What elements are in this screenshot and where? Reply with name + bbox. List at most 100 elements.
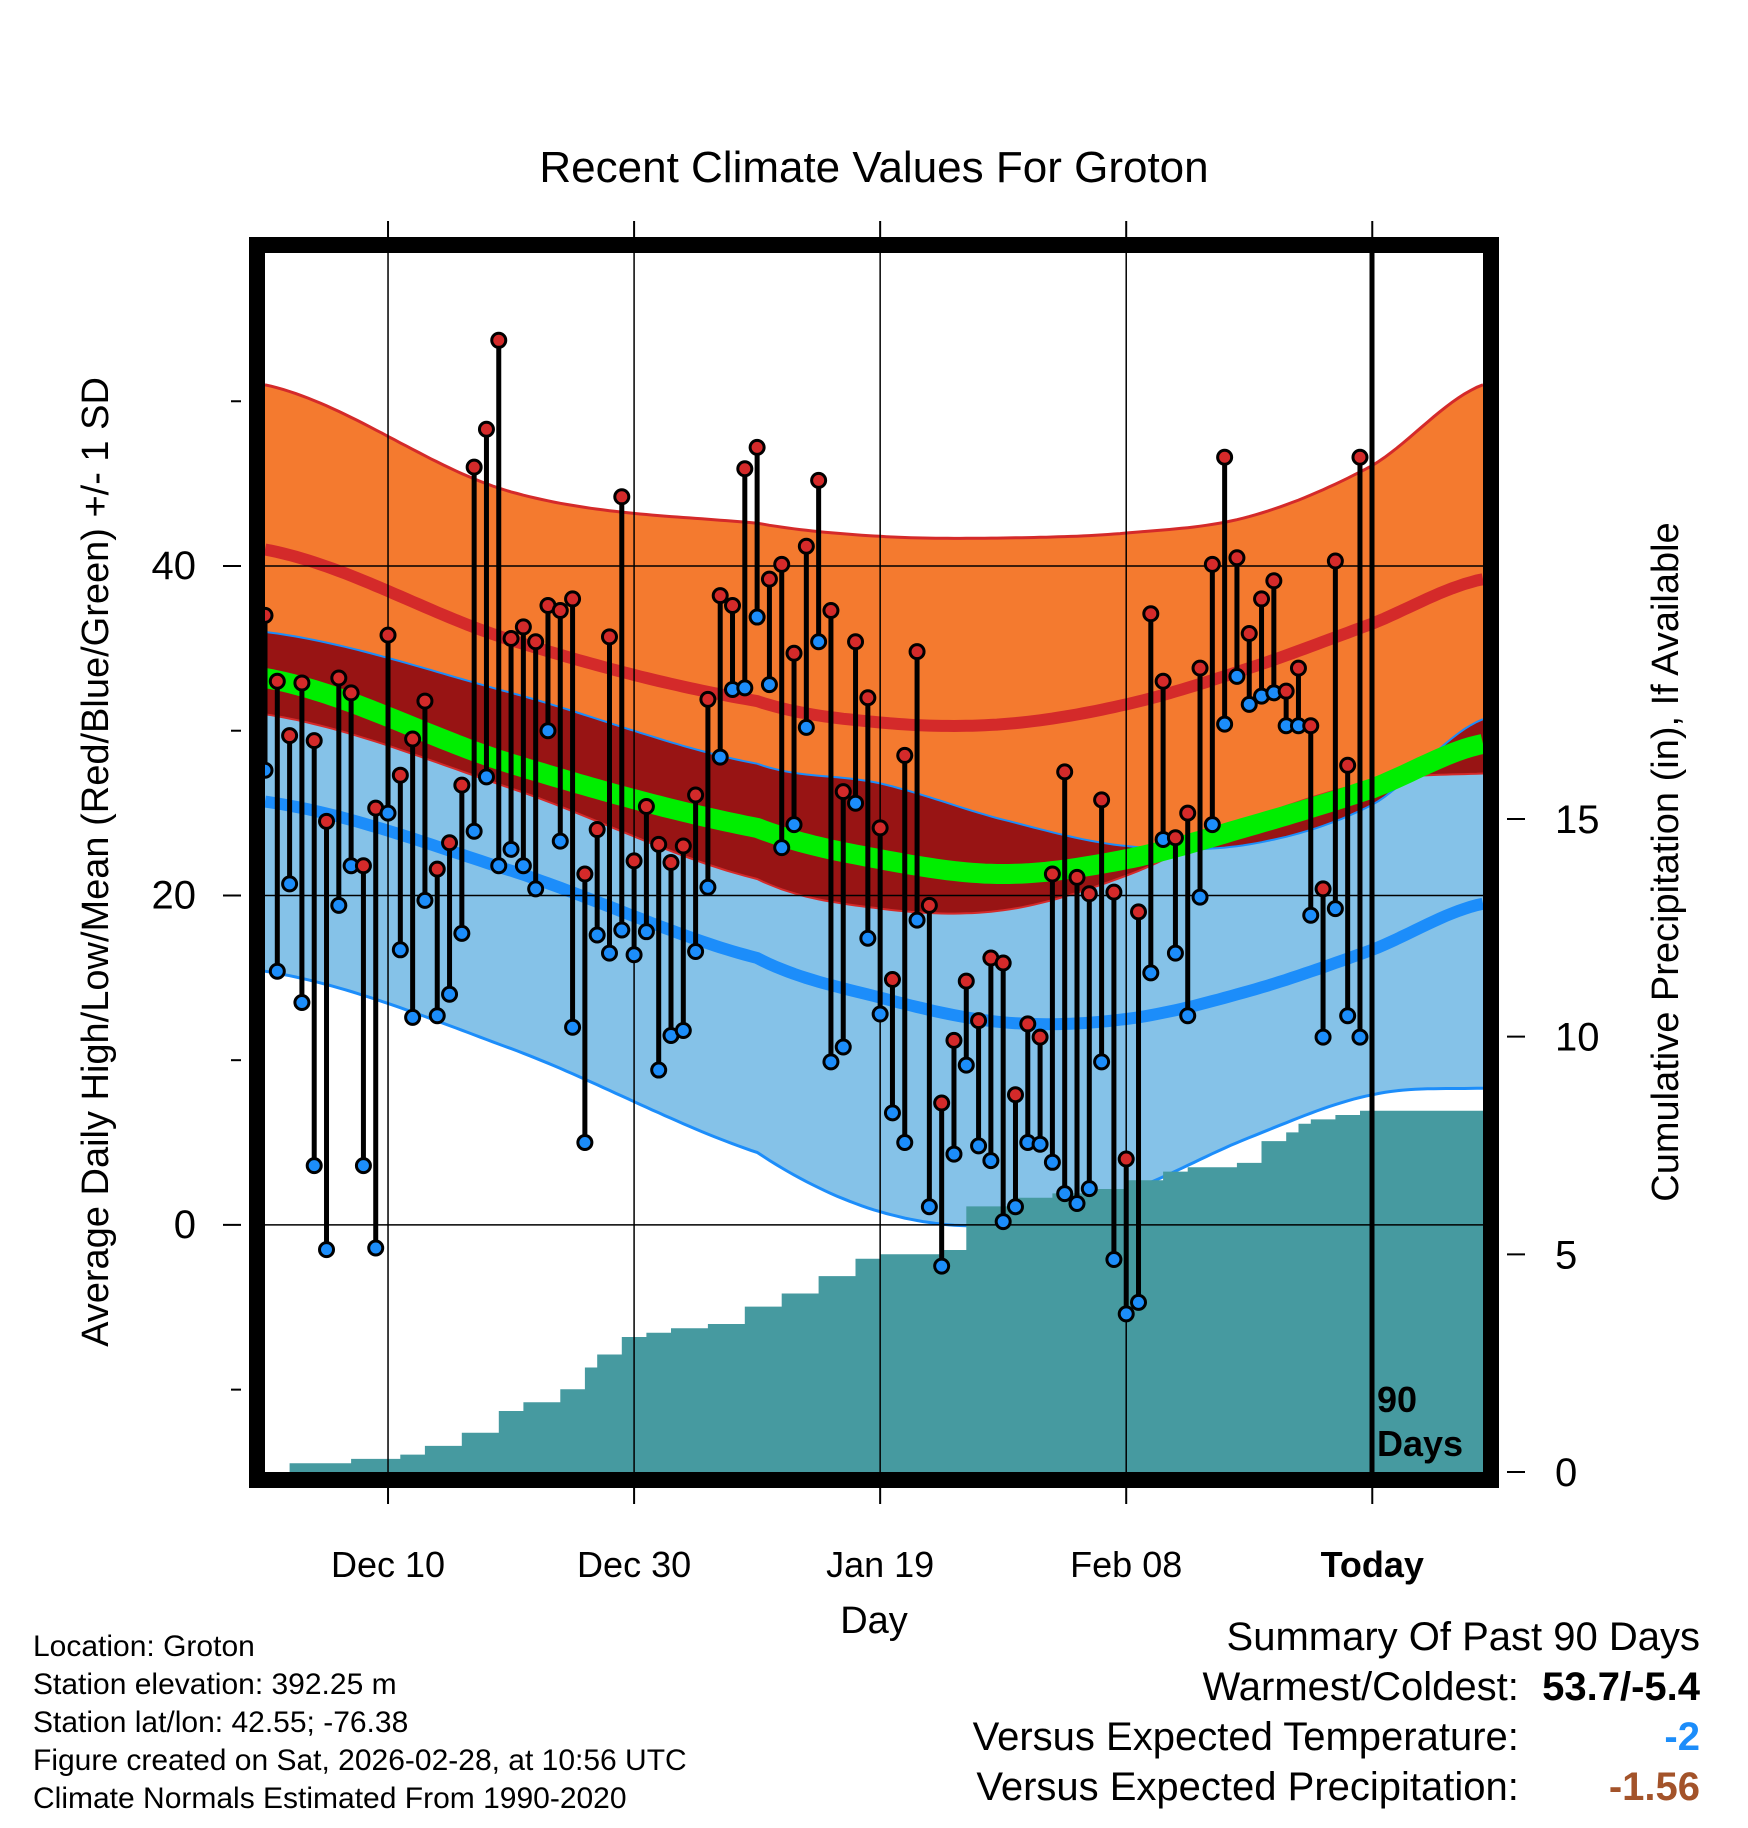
daily-high-point [994, 954, 1012, 972]
x-tick-label: Jan 19 [826, 1544, 934, 1585]
daily-low-point [1117, 1305, 1135, 1323]
daily-high-point [1289, 659, 1307, 677]
daily-high-point [736, 460, 754, 478]
daily-high-point [1179, 804, 1197, 822]
daily-low-point [625, 946, 643, 964]
daily-low-point [1302, 906, 1320, 924]
daily-high-point [773, 555, 791, 573]
daily-high-point [970, 1012, 988, 1030]
daily-high-point [1117, 1150, 1135, 1168]
daily-high-point [1031, 1028, 1049, 1046]
daily-high-point [834, 783, 852, 801]
plot-frame [249, 237, 1499, 1488]
daily-low-point [637, 923, 655, 941]
daily-low-point [773, 839, 791, 857]
daily-low-point [1203, 816, 1221, 834]
daily-low-point [1228, 667, 1246, 685]
daily-low-point [265, 761, 274, 779]
summary-panel: Summary Of Past 90 Days Warmest/Coldest:… [800, 1612, 1700, 1812]
extremes-value: 53.7/-5.4 [1542, 1665, 1700, 1709]
daily-high-point [896, 746, 914, 764]
daily-high-point [330, 669, 348, 687]
daily-low-point [391, 941, 409, 959]
extremes-label: Warmest/Coldest: [1202, 1665, 1519, 1709]
daily-low-point [1080, 1180, 1098, 1198]
daily-high-point [797, 537, 815, 555]
daily-low-point [1216, 715, 1234, 733]
station-info: Location: Groton Station elevation: 392.… [33, 1628, 687, 1818]
daily-high-point [1326, 552, 1344, 570]
daily-low-point [354, 1157, 372, 1175]
daily-low-point [502, 840, 520, 858]
daily-high-point [342, 684, 360, 702]
daily-low-point [600, 944, 618, 962]
summary-heading: Summary Of Past 90 Days [1226, 1615, 1700, 1659]
daily-low-point [1006, 1198, 1024, 1216]
daily-low-point [785, 816, 803, 834]
daily-high-point [379, 626, 397, 644]
temp-anomaly-label: Versus Expected Temperature: [972, 1715, 1519, 1759]
y2-tick-label: 10 [1555, 1016, 1600, 1060]
daily-high-point [1130, 903, 1148, 921]
daily-high-point [674, 837, 692, 855]
daily-markers [265, 331, 1369, 1323]
daily-high-point [711, 587, 729, 605]
x-tick-label: Dec 10 [331, 1544, 445, 1585]
daily-high-point [588, 821, 606, 839]
daily-low-point [379, 804, 397, 822]
y2-tick-label: 0 [1555, 1451, 1577, 1495]
daily-high-point [957, 972, 975, 990]
daily-high-point [502, 629, 520, 647]
x-tick-label: Feb 08 [1070, 1544, 1182, 1585]
daily-high-point [1228, 549, 1246, 567]
daily-stems [265, 340, 1363, 1314]
daily-low-point [564, 1018, 582, 1036]
daily-low-point [896, 1134, 914, 1152]
daily-high-point [1006, 1086, 1024, 1104]
daily-high-point [1166, 829, 1184, 847]
daily-low-point [834, 1038, 852, 1056]
daily-low-point [883, 1104, 901, 1122]
daily-low-point [1339, 1007, 1357, 1025]
daily-low-point [477, 768, 495, 786]
cumulative-precip-area [289, 1110, 1483, 1472]
daily-low-point [441, 985, 459, 1003]
daily-low-point [514, 857, 532, 875]
normal-mean-line [265, 668, 1483, 884]
daily-low-point [613, 921, 631, 939]
daily-high-point [564, 590, 582, 608]
normals-text: Climate Normals Estimated From 1990-2020 [33, 1782, 627, 1815]
daily-low-point [859, 929, 877, 947]
daily-high-point [908, 643, 926, 661]
daily-low-point [428, 1007, 446, 1025]
daily-low-point [933, 1257, 951, 1275]
daily-high-point [1191, 659, 1209, 677]
daily-high-point [305, 732, 323, 750]
daily-high-point [1253, 590, 1271, 608]
daily-low-point [748, 608, 766, 626]
low-upper-edge [265, 630, 1483, 851]
daily-high-point [810, 471, 828, 489]
daily-low-point [822, 1053, 840, 1071]
daily-low-point [293, 994, 311, 1012]
precip-anomaly-label: Versus Expected Precipitation: [976, 1765, 1519, 1809]
y-axis-label: Average Daily High/Low/Mean (Red/Blue/Gr… [75, 377, 117, 1347]
daily-low-point [1068, 1194, 1086, 1212]
daily-low-point [650, 1061, 668, 1079]
daily-low-point [871, 1005, 889, 1023]
daily-low-point [994, 1213, 1012, 1231]
y-tick-label: 20 [152, 873, 197, 917]
y-tick-label: 40 [152, 544, 197, 588]
daily-low-point [970, 1137, 988, 1155]
daily-high-point [637, 797, 655, 815]
daily-high-point [650, 835, 668, 853]
normal-low-line [265, 795, 1483, 1031]
daily-high-point [514, 618, 532, 636]
precip-anomaly-value: -1.56 [1608, 1765, 1700, 1809]
daily-low-point [1130, 1293, 1148, 1311]
daily-high-point [760, 570, 778, 588]
daily-high-point [576, 865, 594, 883]
daily-low-point [957, 1056, 975, 1074]
daily-high-point [1019, 1015, 1037, 1033]
daily-high-point [1043, 865, 1061, 883]
